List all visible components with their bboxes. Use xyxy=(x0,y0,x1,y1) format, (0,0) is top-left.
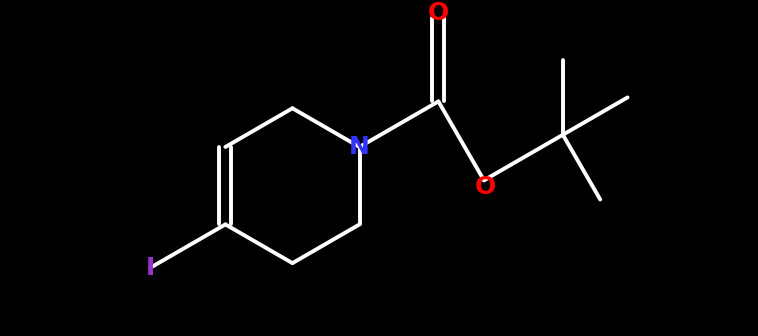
Text: N: N xyxy=(349,135,370,159)
Text: O: O xyxy=(475,175,496,199)
Text: I: I xyxy=(146,256,155,280)
Text: O: O xyxy=(428,1,449,25)
